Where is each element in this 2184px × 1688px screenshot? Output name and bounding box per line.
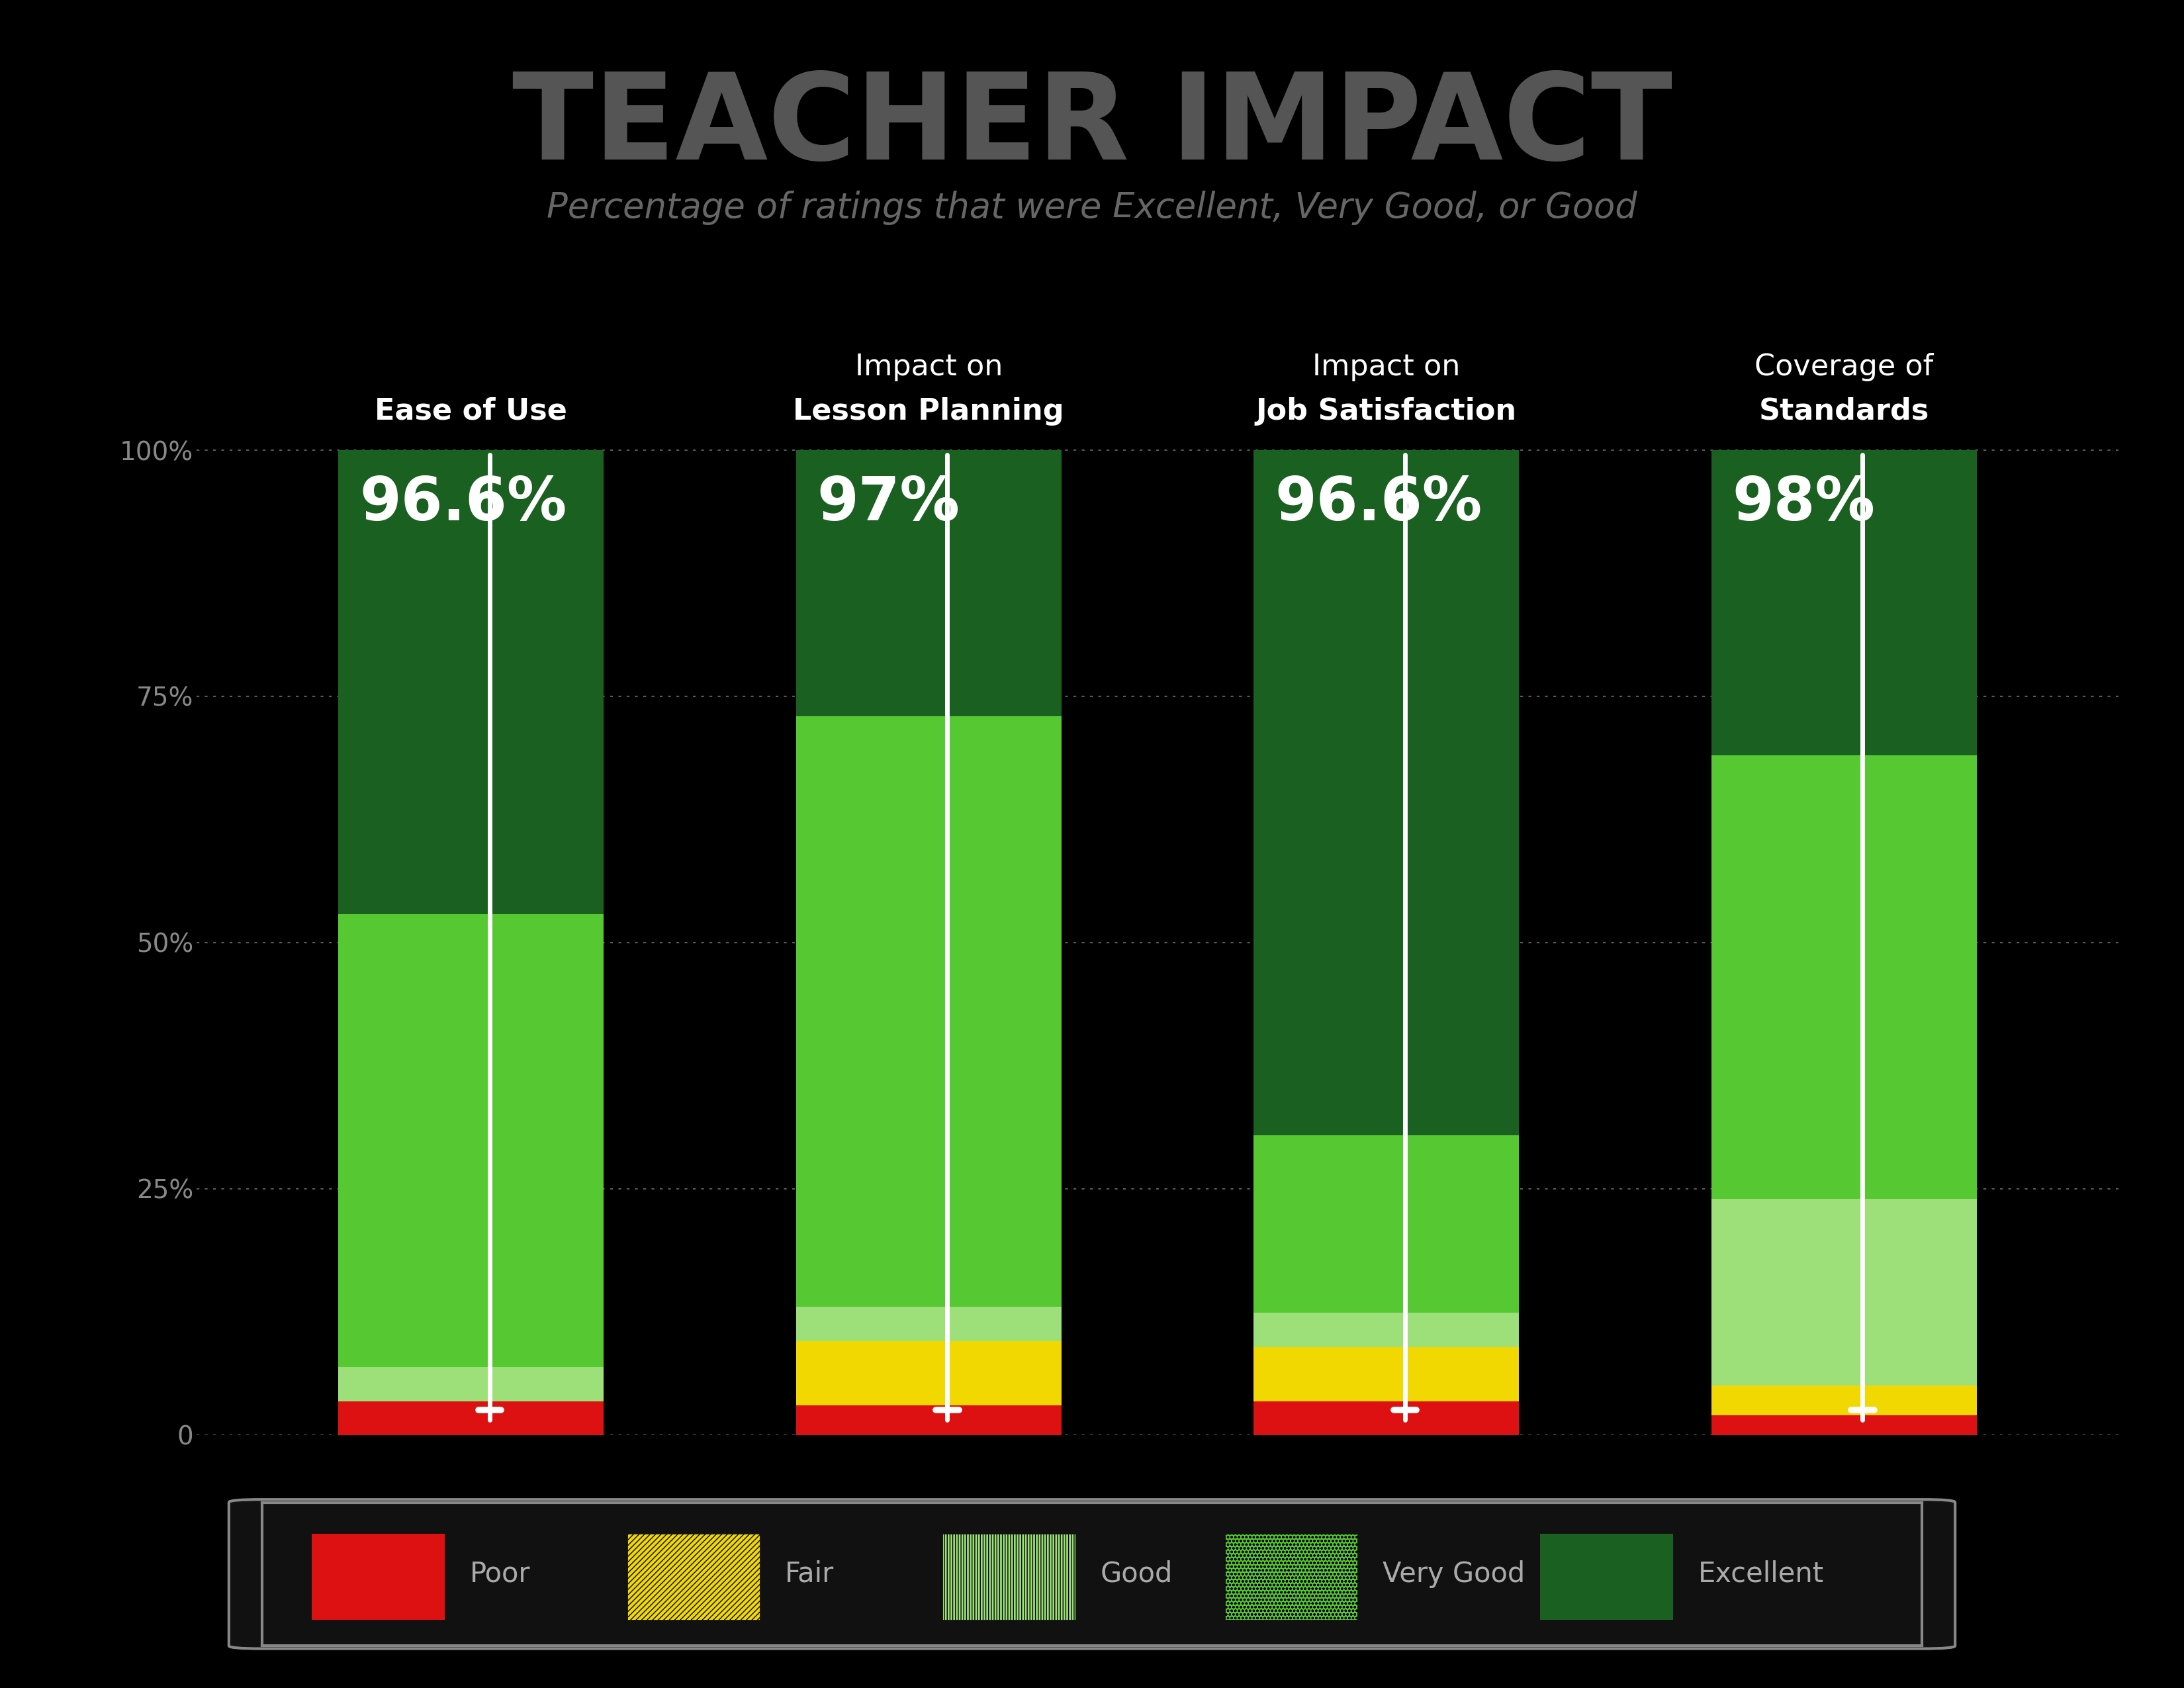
Text: Very Good: Very Good	[1382, 1560, 1524, 1588]
Bar	[1254, 451, 1520, 1136]
Text: TEACHER IMPACT: TEACHER IMPACT	[511, 68, 1673, 186]
Bar	[1254, 1136, 1520, 1313]
Bar	[339, 1401, 603, 1435]
Bar	[339, 451, 603, 913]
Bar	[1254, 1347, 1520, 1401]
Bar	[339, 1367, 603, 1401]
Bar	[1712, 1386, 1977, 1415]
FancyBboxPatch shape	[1540, 1534, 1673, 1620]
FancyBboxPatch shape	[229, 1499, 1955, 1649]
FancyBboxPatch shape	[1225, 1534, 1358, 1620]
Bar	[1254, 1401, 1520, 1435]
Bar	[795, 1404, 1061, 1435]
Text: Percentage of ratings that were Excellent, Very Good, or Good: Percentage of ratings that were Excellen…	[546, 191, 1638, 225]
Text: Fair: Fair	[784, 1560, 834, 1588]
Bar	[1712, 756, 1977, 1198]
Bar	[339, 913, 603, 1367]
Bar	[1712, 1198, 1977, 1386]
Text: Impact on: Impact on	[854, 353, 1002, 381]
Text: Lesson Planning: Lesson Planning	[793, 397, 1064, 425]
Text: Poor: Poor	[470, 1560, 531, 1588]
Bar	[795, 451, 1061, 716]
Text: Job Satisfaction: Job Satisfaction	[1256, 397, 1516, 425]
Bar	[1712, 1415, 1977, 1435]
FancyBboxPatch shape	[312, 1534, 446, 1620]
Text: Good: Good	[1101, 1560, 1173, 1588]
Text: 98%: 98%	[1732, 474, 1876, 533]
Bar	[795, 716, 1061, 1307]
FancyBboxPatch shape	[943, 1534, 1075, 1620]
Bar	[1712, 451, 1977, 756]
Text: Standards: Standards	[1758, 397, 1928, 425]
Bar	[795, 1307, 1061, 1342]
Text: 96.6%: 96.6%	[360, 474, 568, 533]
Bar	[1254, 1313, 1520, 1347]
Text: Ease of Use: Ease of Use	[376, 397, 568, 425]
Text: 97%: 97%	[817, 474, 961, 533]
Text: Coverage of: Coverage of	[1754, 353, 1933, 381]
Text: Impact on: Impact on	[1313, 353, 1461, 381]
Bar	[795, 1342, 1061, 1404]
FancyBboxPatch shape	[627, 1534, 760, 1620]
Text: Excellent: Excellent	[1697, 1560, 1824, 1588]
Text: 96.6%: 96.6%	[1275, 474, 1483, 533]
